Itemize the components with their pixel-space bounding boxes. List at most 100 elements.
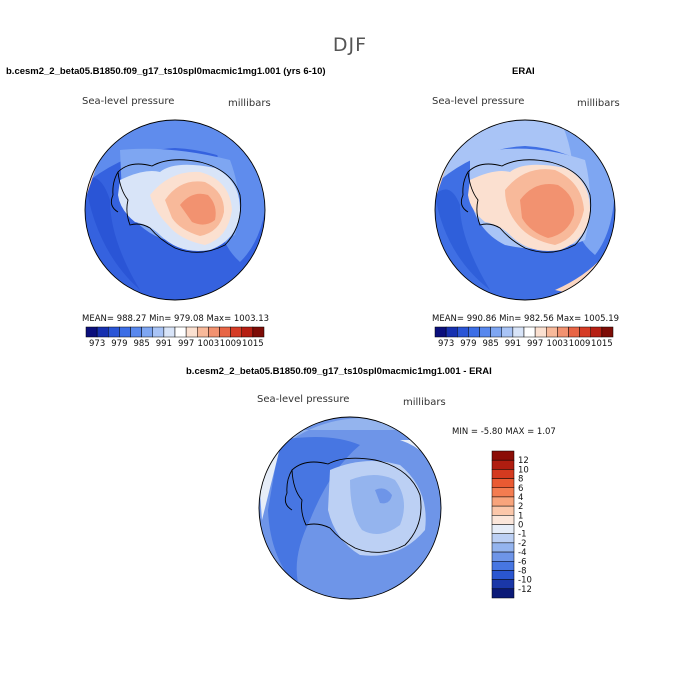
panel3-colorbar-tick-label: -6 [518,557,526,567]
panel1-colorbar-tick-label: 985 [134,339,150,349]
panel1-colorbar-swatch [163,326,176,338]
panel1-colorbar-swatch [152,326,165,338]
panel3-colorbar-swatch [491,469,515,479]
panel3-colorbar-swatch [491,487,515,498]
panel1-colorbar-swatch [96,326,109,338]
panel1-colorbar-swatch [141,326,153,338]
panel1-colorbar-tick-label: 1015 [242,339,264,349]
panel2-colorbar-tick-label: 985 [483,339,499,349]
panel2-colorbar-tick-label: 1003 [547,339,569,349]
panel1-colorbar-swatch [219,326,231,338]
panel2-map [435,120,615,300]
panel3-colorbar-tick-label: 1 [518,511,523,521]
panel3-colorbar-tick-label: -8 [518,566,526,576]
panel3-colorbar-tick-label: -10 [518,576,532,586]
panel3-colorbar-tick-label: 6 [518,484,523,494]
panel3-colorbar-tick-label: 8 [518,475,523,485]
panel2-colorbar-swatch [434,326,447,338]
panel2-colorbar-swatch [490,326,502,338]
panel1-colorbar-swatch [119,326,131,338]
panel3-units-label: millibars [403,397,446,408]
panel3-colorbar-tick-label: -1 [518,530,526,540]
panel2-colorbar-tick-label: 1015 [591,339,613,349]
panel3-colorbar-swatch [491,570,515,580]
panel3-colorbar-tick-label: 10 [518,465,529,475]
panel1-units-label: millibars [228,98,271,109]
panel1-title: b.cesm2_2_beta05.B1850.f09_g17_ts10spl0m… [6,66,326,77]
panel2-title: ERAI [512,66,535,77]
panel3-coastline [291,457,422,553]
panel1-colorbar-swatch [230,326,242,338]
panel3-map-border [258,416,442,600]
panel2-colorbar-swatch [534,326,547,338]
panel3-colorbar-tick-label: 12 [518,456,529,466]
panel3-colorbar-swatch [491,588,515,599]
panel2-colorbar-tick-label: 991 [505,339,521,349]
panel3-colorbar-swatch [491,496,515,507]
panel2-colorbar-swatch [468,326,480,338]
panel1-colorbar-tick-label: 991 [156,339,172,349]
panel2-colorbar-swatch [512,326,525,338]
panel1-colorbar-tick-label: 1009 [220,339,242,349]
panel1-colorbar-swatch [85,326,98,338]
panel3-colorbar-swatch [491,551,515,562]
panel3-colorbar-swatch [491,478,515,488]
panel1-colorbar-swatch [174,326,187,338]
panel1-colorbar-swatch [108,326,120,338]
panel3-colorbar-tick-label: -2 [518,539,526,549]
panel3-map [259,417,441,599]
panel3-colorbar-tick-label: -4 [518,548,526,558]
panel3-colorbar-swatch [491,459,515,470]
panel3-variable-label: Sea-level pressure [257,394,350,405]
panel1-colorbar-tick-label: 997 [178,339,194,349]
figure-title: DJF [332,34,368,56]
panel1-variable-label: Sea-level pressure [82,96,175,107]
panel2-colorbar-swatch [557,326,569,338]
panel2-colorbar-swatch [479,326,491,338]
panel1-colorbar-swatch [252,326,265,338]
panel2-colorbar-tick-label: 1009 [569,339,591,349]
panel1-colorbar: 973 979 985 991 997 1003 1009 1015 [85,326,265,349]
panel3-colorbar-tick-label: 4 [518,493,523,503]
panel2-stats: MEAN= 990.86 Min= 982.56 Max= 1005.19 [432,314,620,324]
panel2-units-label: millibars [577,98,620,109]
panel1-colorbar-swatch [130,326,142,338]
panel2-colorbar-tick-label: 973 [438,339,454,349]
panel3-colorbar-swatch [491,524,515,534]
panel3-colorbar-tick-label: 0 [518,521,523,531]
panel2-colorbar-swatch [445,326,458,338]
panel2-variable-label: Sea-level pressure [432,96,525,107]
panel2-map-border [434,119,616,301]
panel1-colorbar-swatch [185,326,198,338]
panel3-colorbar-tick-label: -12 [518,585,532,595]
panel3-stats: MIN = -5.80 MAX = 1.07 [452,427,556,437]
panel1-colorbar-swatch [197,326,209,338]
panel3-colorbar-tick-label: 2 [518,502,523,512]
panel1-stats: MEAN= 988.27 Min= 979.08 Max= 1003.13 [82,314,270,324]
panel2-colorbar-tick-label: 997 [527,339,543,349]
panel2-colorbar-swatch [501,326,514,338]
panel2-colorbar-swatch [590,326,603,338]
panel1-map-border [84,119,266,301]
panel2-colorbar-swatch [546,326,558,338]
panel2-colorbar-swatch [579,326,591,338]
panel3-title: b.cesm2_2_beta05.B1850.f09_g17_ts10spl0m… [186,366,492,377]
panel2-colorbar: 973 979 985 991 997 1003 1009 1015 [434,326,614,349]
panel2-colorbar-swatch [568,326,580,338]
panel3-colorbar-swatch [491,542,515,553]
panel3-colorbar-swatch [491,533,515,544]
panel1-colorbar-tick-label: 1003 [198,339,220,349]
panel1-map [85,120,265,300]
panel2-coastline [467,159,592,253]
panel1-colorbar-tick-label: 979 [111,339,127,349]
panel2-colorbar-tick-label: 979 [460,339,476,349]
panel1-coastline [117,159,242,253]
panel2-colorbar-swatch [601,326,614,338]
panel1-colorbar-swatch [208,326,220,338]
panel1-colorbar-tick-label: 973 [89,339,105,349]
panel3-colorbar-swatch [491,515,515,525]
panel1-colorbar-swatch [241,326,254,338]
panel3-colorbar-swatch [491,579,515,590]
